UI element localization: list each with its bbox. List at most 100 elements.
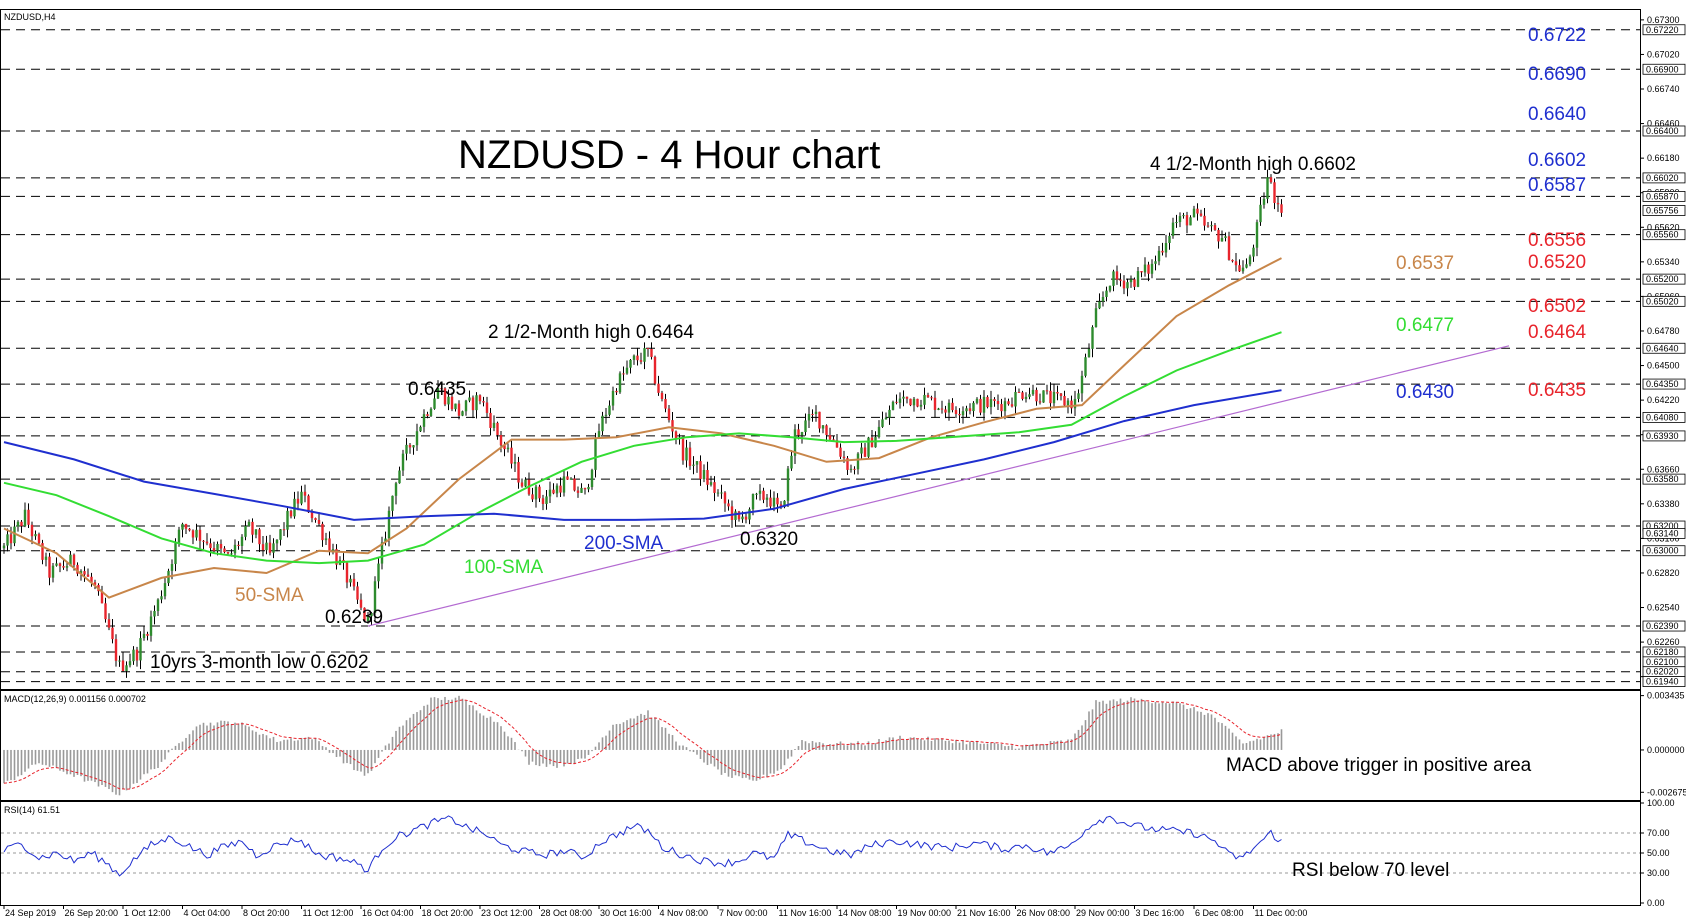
bull-candle xyxy=(692,464,695,466)
bear-candle xyxy=(296,498,300,504)
sma-line-50-sma xyxy=(3,257,1282,599)
bull-candle xyxy=(611,390,615,406)
bear-candle xyxy=(954,410,958,414)
bear-candle xyxy=(552,489,555,494)
bull-candle xyxy=(300,491,303,504)
bear-candle xyxy=(107,619,111,628)
bull-candle xyxy=(961,411,965,416)
bull-candle xyxy=(1175,222,1178,224)
bear-candle xyxy=(1056,391,1059,394)
bull-candle xyxy=(1024,396,1028,399)
bull-candle xyxy=(783,500,786,508)
bull-candle xyxy=(790,455,793,469)
macd-tick-label: 0.003435 xyxy=(1647,691,1685,701)
bull-candle xyxy=(748,509,751,520)
bear-candle xyxy=(909,398,912,406)
bull-candle xyxy=(867,437,870,457)
bear-candle xyxy=(615,390,618,393)
bear-candle xyxy=(769,497,772,507)
bull-candle xyxy=(1266,177,1269,199)
bear-candle xyxy=(212,548,216,551)
bull-candle xyxy=(1073,398,1077,409)
bull-candle xyxy=(265,542,268,551)
bull-candle xyxy=(1248,256,1252,265)
time-tick-label: 28 Oct 08:00 xyxy=(541,908,593,918)
bull-candle xyxy=(464,400,468,412)
bull-candle xyxy=(937,408,940,410)
bull-candle xyxy=(387,510,391,539)
macd-trigger-line xyxy=(3,699,1282,790)
bear-candle xyxy=(226,552,230,554)
bear-candle xyxy=(762,490,765,500)
bull-candle xyxy=(1129,279,1133,283)
annotation-label: 2 1/2-Month high 0.6464 xyxy=(488,322,694,343)
bear-candle xyxy=(457,403,461,416)
bull-candle xyxy=(65,566,69,568)
bull-candle xyxy=(394,483,398,496)
bull-candle xyxy=(1252,247,1255,257)
bull-candle xyxy=(23,509,27,527)
bear-candle xyxy=(356,586,359,600)
sma-line-100-sma xyxy=(3,331,1282,565)
price-tick-label: 0.64780 xyxy=(1647,326,1680,336)
bear-candle xyxy=(202,540,205,542)
bear-candle xyxy=(328,538,331,552)
bull-candle xyxy=(902,396,905,399)
bull-candle xyxy=(569,478,573,480)
bull-candle xyxy=(16,521,20,527)
price-candles xyxy=(2,169,1283,678)
bull-candle xyxy=(975,398,979,403)
bear-candle xyxy=(986,396,989,408)
price-level-tag-label: 0.65020 xyxy=(1646,296,1679,306)
bear-candle xyxy=(20,521,23,527)
bull-candle xyxy=(373,581,377,614)
macd-tick-label: -0.002675 xyxy=(1647,787,1686,797)
bear-candle xyxy=(499,435,503,446)
time-tick-label: 26 Nov 08:00 xyxy=(1017,908,1071,918)
bear-candle xyxy=(251,521,254,535)
bull-candle xyxy=(534,486,538,500)
bull-candle xyxy=(1084,357,1087,376)
bull-candle xyxy=(1154,261,1157,264)
time-tick-label: 3 Dec 16:00 xyxy=(1136,908,1185,918)
price-level-tag-label: 0.63200 xyxy=(1646,521,1679,531)
bear-candle xyxy=(303,491,307,496)
bear-candle xyxy=(951,402,954,411)
time-tick-label: 4 Nov 08:00 xyxy=(660,908,709,918)
macd-tick-label: 0.000000 xyxy=(1647,745,1685,755)
price-level-tag xyxy=(1642,273,1686,285)
annotation-label: 50-SMA xyxy=(235,585,304,606)
bear-candle xyxy=(639,360,643,362)
bull-candle xyxy=(755,493,758,495)
sma-line-200-sma xyxy=(3,389,1282,521)
bull-candle xyxy=(765,497,769,500)
bear-candle xyxy=(1213,225,1217,230)
bull-candle xyxy=(370,613,373,617)
bear-candle xyxy=(1059,393,1063,396)
bear-candle xyxy=(1133,279,1136,287)
bull-candle xyxy=(1101,296,1105,302)
bear-candle xyxy=(1227,236,1231,260)
bear-candle xyxy=(958,413,961,416)
bull-candle xyxy=(412,445,415,448)
bear-candle xyxy=(1010,404,1014,407)
bull-candle xyxy=(492,422,496,428)
time-tick-label: 7 Nov 00:00 xyxy=(719,908,768,918)
level-labels: 0.67220.66900.66400.66020.65870.65560.65… xyxy=(1528,25,1587,401)
bull-candle xyxy=(195,529,198,538)
time-axis: 24 Sep 2019 26 Sep 20:00 1 Oct 12:00 4 Oct … xyxy=(3,905,1307,918)
price-level-tag-label: 0.64640 xyxy=(1646,343,1679,353)
bear-candle xyxy=(636,355,639,361)
price-level-tag-label: 0.62020 xyxy=(1646,667,1679,677)
bear-candle xyxy=(671,420,674,432)
bull-candle xyxy=(601,415,604,432)
bull-candle xyxy=(685,447,688,461)
price-level-tag xyxy=(1642,411,1686,423)
annotation-label: 0.6537 xyxy=(1396,253,1454,274)
price-level-tag xyxy=(1642,125,1686,137)
price-level-tag xyxy=(1642,229,1686,241)
bear-candle xyxy=(86,574,90,577)
bull-candle xyxy=(587,487,590,490)
bull-candle xyxy=(436,388,440,399)
